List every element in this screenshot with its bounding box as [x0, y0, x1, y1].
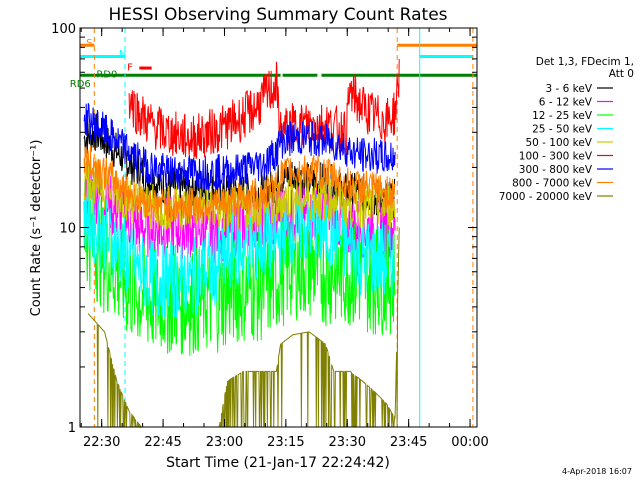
- y-tick-label: 1: [68, 421, 76, 436]
- y-tick-label: 100: [51, 22, 76, 37]
- legend-label: 6 - 12 keV: [539, 97, 593, 109]
- y-tick-label: 10: [59, 222, 76, 237]
- bar-label-rd0: RD0: [96, 70, 117, 81]
- flag-bars: [80, 43, 477, 77]
- x-axis: 22:30 22:45 23:00 23:15 23:30 23:45 00:00: [80, 28, 489, 450]
- legend-label: 800 - 7000 keV: [512, 178, 593, 190]
- series-line-5: [128, 59, 400, 160]
- legend-header: Att 0: [609, 68, 634, 80]
- x-tick-label: 23:15: [267, 435, 304, 450]
- legend-label: 300 - 800 keV: [519, 164, 593, 176]
- bar-labels: S NF RD0 RD6: [70, 38, 133, 90]
- x-tick-label: 23:30: [329, 435, 366, 450]
- legend-label: 12 - 25 keV: [532, 110, 593, 122]
- x-tick-label: 22:30: [83, 435, 120, 450]
- legend: Det 1,3, FDecim 1,Att 0 3 - 6 keV 6 - 12 k…: [499, 56, 634, 203]
- bar-label-rd6: RD6: [70, 79, 91, 90]
- x-tick-label: 23:45: [390, 435, 427, 450]
- footer-date: 4-Apr-2018 16:07: [562, 467, 632, 476]
- chart-title: HESSI Observing Summary Count Rates: [108, 5, 447, 25]
- bar-label-f: F: [127, 63, 133, 74]
- bar-label-n: N: [119, 49, 126, 60]
- series-line-6: [83, 103, 396, 190]
- series-line-4: [83, 157, 396, 233]
- legend-label: 50 - 100 keV: [525, 137, 592, 149]
- y-axis-label: Count Rate (s⁻¹ detector⁻¹): [29, 140, 44, 317]
- x-tick-label: 22:45: [144, 435, 181, 450]
- legend-label: 3 - 6 keV: [545, 83, 592, 95]
- legend-label: 7000 - 20000 keV: [499, 191, 593, 203]
- series-line-8: [87, 227, 400, 429]
- series-line-3: [83, 178, 396, 319]
- legend-label: 100 - 300 keV: [519, 151, 593, 163]
- bar-label-s: S: [86, 38, 92, 49]
- x-axis-label: Start Time (21-Jan-17 22:24:42): [166, 455, 390, 471]
- x-tick-label: 23:00: [206, 435, 243, 450]
- series-line-7: [83, 145, 396, 223]
- legend-header: Det 1,3, FDecim 1,: [536, 56, 634, 68]
- y-axis: 1 10 100: [51, 22, 477, 436]
- series-group: [83, 59, 400, 429]
- x-tick-label: 00:00: [451, 435, 488, 450]
- legend-label: 25 - 50 keV: [532, 124, 593, 136]
